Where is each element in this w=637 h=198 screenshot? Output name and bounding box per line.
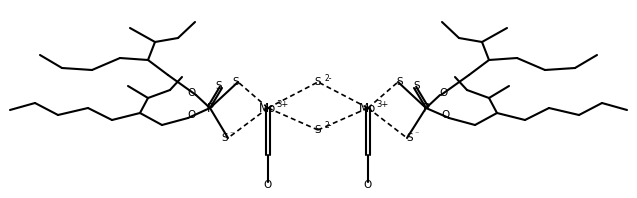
Text: ⁻: ⁻ xyxy=(230,129,234,138)
Text: O: O xyxy=(264,180,272,190)
Text: 3+: 3+ xyxy=(376,100,388,109)
Text: 2-: 2- xyxy=(324,122,332,130)
Text: S: S xyxy=(216,81,222,91)
Text: 3+: 3+ xyxy=(276,100,288,109)
Text: O: O xyxy=(442,110,450,120)
Text: P: P xyxy=(206,102,213,114)
Text: P: P xyxy=(422,102,429,114)
Text: O: O xyxy=(440,88,448,98)
Text: S: S xyxy=(222,133,228,143)
Text: Mo: Mo xyxy=(259,102,276,114)
Text: O: O xyxy=(364,180,372,190)
Text: S: S xyxy=(315,77,321,87)
Text: S: S xyxy=(406,133,413,143)
Text: S: S xyxy=(413,81,420,91)
Text: O: O xyxy=(187,110,195,120)
Text: Mo: Mo xyxy=(359,102,376,114)
Text: S: S xyxy=(397,77,403,87)
Text: 2-: 2- xyxy=(324,73,332,83)
Text: S: S xyxy=(315,125,321,135)
Text: S: S xyxy=(233,77,240,87)
Text: ⁻: ⁻ xyxy=(415,129,419,138)
Text: O: O xyxy=(188,88,196,98)
